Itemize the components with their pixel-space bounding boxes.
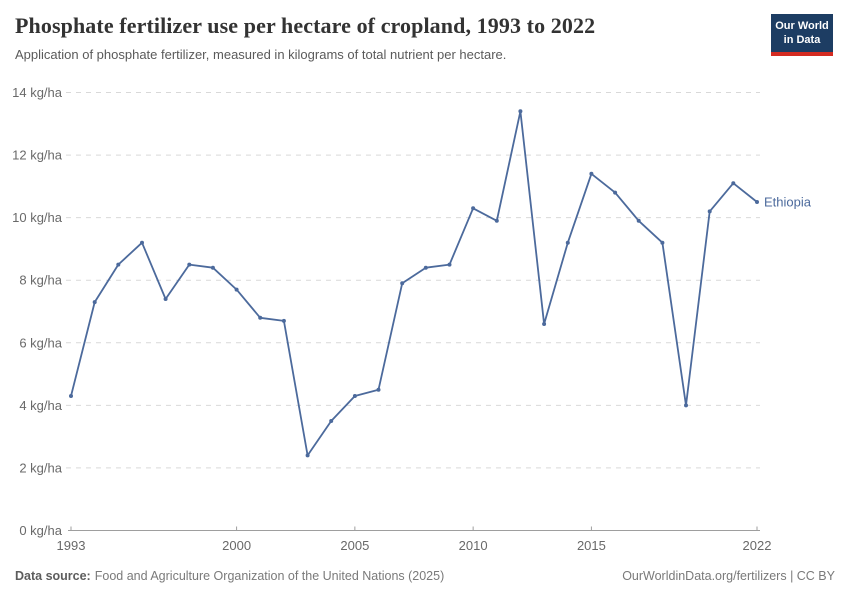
data-point[interactable]: [518, 109, 523, 114]
y-tick-label: 10 kg/ha: [12, 210, 63, 225]
x-tick-label: 2010: [459, 538, 488, 553]
data-point[interactable]: [731, 181, 736, 186]
y-tick-label: 0 kg/ha: [19, 523, 62, 538]
entity-label-ethiopia[interactable]: Ethiopia: [764, 195, 812, 210]
data-point[interactable]: [707, 209, 712, 214]
y-tick-label: 2 kg/ha: [19, 460, 62, 475]
data-point[interactable]: [140, 240, 144, 245]
data-point[interactable]: [400, 281, 405, 286]
data-point[interactable]: [684, 403, 688, 408]
data-point[interactable]: [281, 318, 286, 323]
x-tick-label: 2005: [340, 538, 369, 553]
data-point[interactable]: [329, 419, 334, 423]
x-axis-labels: 1993 2000 2005 2010 2015 2022: [57, 538, 772, 553]
y-tick-label: 6 kg/ha: [19, 335, 62, 350]
y-tick-label: 12 kg/ha: [12, 148, 63, 163]
data-source-label: Data source:: [15, 569, 91, 583]
y-axis-labels: 0 kg/ha 2 kg/ha 4 kg/ha 6 kg/ha 8 kg/ha 10 kg…: [12, 85, 63, 538]
y-tick-label: 4 kg/ha: [19, 398, 62, 413]
x-tick-label: 2015: [577, 538, 606, 553]
data-point[interactable]: [234, 287, 239, 292]
data-point[interactable]: [565, 240, 570, 245]
attribution-link[interactable]: OurWorldinData.org/fertilizers | CC BY: [622, 569, 835, 583]
x-tick-label: 1993: [57, 538, 86, 553]
data-point[interactable]: [210, 265, 215, 270]
y-tick-label: 8 kg/ha: [19, 273, 62, 288]
data-source: Data source: Food and Agriculture Organiz…: [15, 569, 444, 583]
data-point[interactable]: [755, 200, 759, 204]
data-point[interactable]: [116, 262, 121, 267]
x-tick-label: 2000: [222, 538, 251, 553]
data-point[interactable]: [636, 218, 641, 223]
data-point[interactable]: [447, 262, 452, 267]
x-tick-label: 2022: [743, 538, 772, 553]
data-point-markers[interactable]: [69, 109, 759, 458]
data-point[interactable]: [376, 387, 381, 392]
data-point[interactable]: [305, 453, 310, 458]
data-source-text: Food and Agriculture Organization of the…: [94, 569, 445, 583]
y-gridlines: [66, 92, 760, 469]
chart-subtitle: Application of phosphate fertilizer, mea…: [15, 47, 507, 63]
data-point[interactable]: [92, 300, 97, 305]
ethiopia-trend-line[interactable]: [70, 110, 758, 457]
data-point[interactable]: [352, 394, 357, 398]
data-point[interactable]: [542, 322, 547, 326]
owid-logo-line1: Our World: [775, 20, 829, 32]
data-point[interactable]: [613, 190, 618, 195]
data-point[interactable]: [660, 240, 665, 245]
chart-header: Phosphate fertilizer use per hectare of …: [15, 13, 755, 64]
data-point[interactable]: [494, 218, 499, 223]
data-point[interactable]: [589, 171, 594, 176]
data-point[interactable]: [471, 206, 476, 211]
y-tick-label: 14 kg/ha: [12, 85, 63, 100]
chart-footer: Data source: Food and Agriculture Organiz…: [15, 569, 835, 583]
owid-logo[interactable]: Our World in Data: [771, 14, 833, 56]
owid-logo-line2: in Data: [783, 34, 821, 47]
x-axis: [68, 526, 760, 531]
data-point[interactable]: [69, 394, 73, 398]
data-point[interactable]: [163, 297, 168, 301]
data-point[interactable]: [423, 265, 428, 270]
data-point[interactable]: [187, 262, 192, 267]
data-point[interactable]: [258, 315, 263, 320]
chart-title: Phosphate fertilizer use per hectare of …: [15, 13, 596, 38]
